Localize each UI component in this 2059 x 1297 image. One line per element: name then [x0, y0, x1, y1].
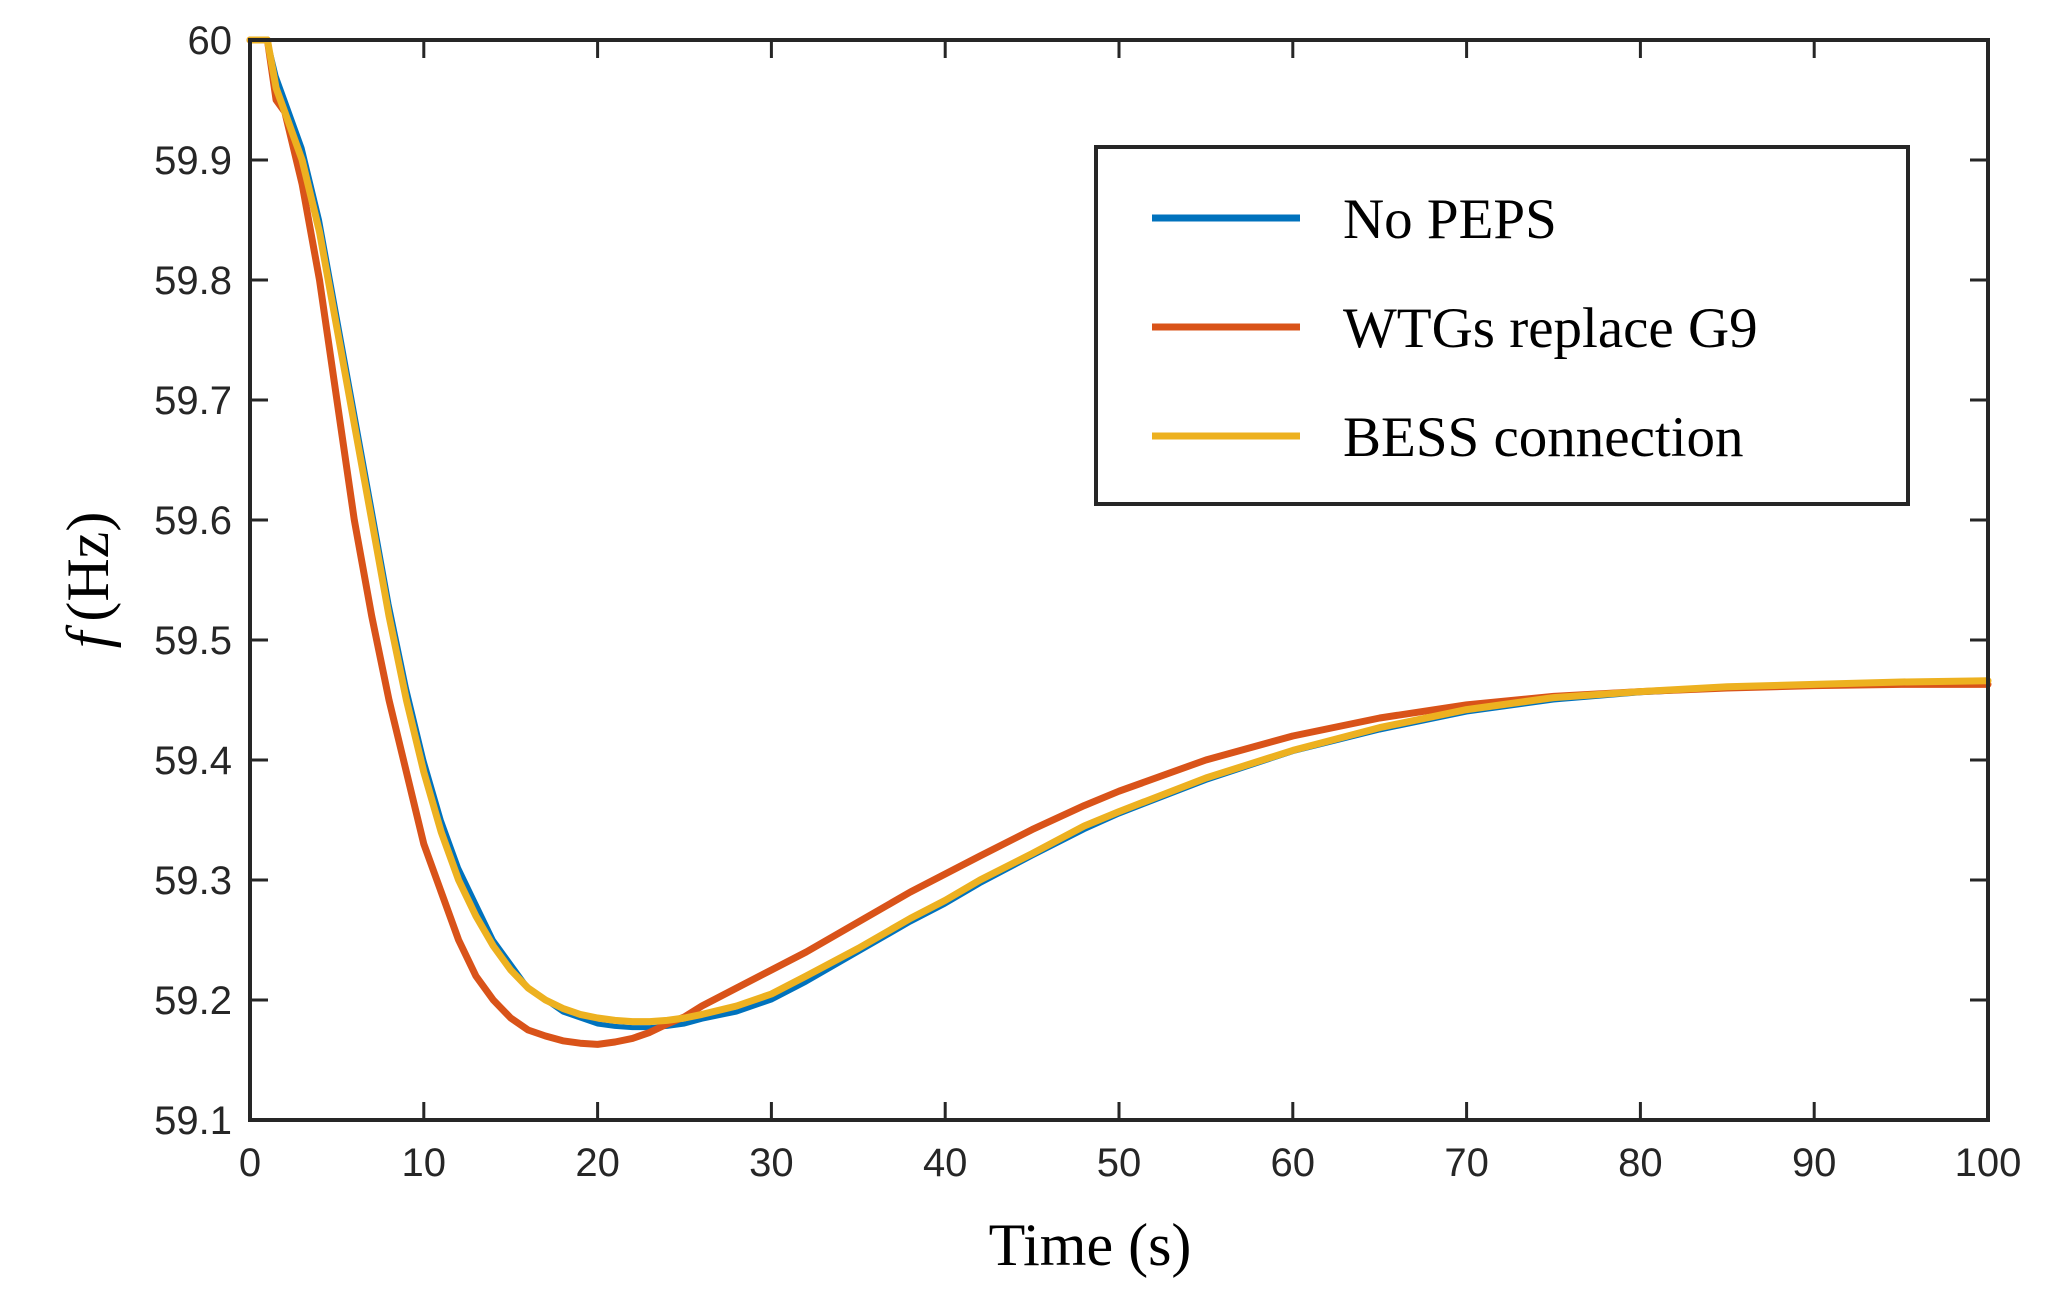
y-tick-label: 59.8	[154, 259, 232, 303]
y-tick-label: 59.6	[154, 499, 232, 543]
plot-frame	[248, 38, 1990, 1122]
x-tick-label: 70	[1444, 1141, 1489, 1185]
legend-label-wtgs-replace-g9: WTGs replace G9	[1343, 297, 1758, 360]
y-tick-label: 59.9	[154, 139, 232, 183]
series-line-wtgs-replace-g9	[246, 36, 1992, 1048]
y-tick-label: 59.7	[154, 379, 232, 423]
x-tick-label: 30	[749, 1141, 794, 1185]
x-tick-label: 40	[923, 1141, 968, 1185]
y-tick-label: 59.4	[154, 739, 232, 783]
y-tick-label: 59.2	[154, 979, 232, 1023]
legend: No PEPS WTGs replace G9 BESS connection	[1094, 145, 1910, 506]
y-tick-labels: 59.1 59.2 59.3 59.4 59.5 59.6 59.7 59.8 59.9 60	[154, 19, 232, 1143]
y-tick-label: 59.5	[154, 619, 232, 663]
x-tick-label: 0	[239, 1141, 261, 1185]
y-axis-unit: (Hz)	[55, 512, 121, 622]
x-tick-label: 50	[1097, 1141, 1142, 1185]
series-line-bess-connection	[246, 36, 1992, 1026]
x-tick-label: 60	[1271, 1141, 1316, 1185]
series-lines	[246, 36, 1992, 1048]
legend-label-no-peps: No PEPS	[1343, 188, 1557, 251]
x-tick-labels: 0 10 20 30 40 50 60 70 80 90 100	[239, 1141, 2022, 1185]
y-axis-title: f(Hz)	[55, 512, 121, 649]
x-tick-label: 100	[1955, 1141, 2022, 1185]
y-tick-label: 60	[188, 19, 233, 63]
x-axis-title: Time (s)	[989, 1212, 1192, 1278]
x-tick-label: 20	[575, 1141, 620, 1185]
x-tick-label: 80	[1618, 1141, 1663, 1185]
x-tick-label: 90	[1792, 1141, 1837, 1185]
legend-label-bess-connection: BESS connection	[1343, 406, 1744, 469]
y-tick-label: 59.3	[154, 859, 232, 903]
x-tick-label: 10	[402, 1141, 447, 1185]
y-tick-label: 59.1	[154, 1099, 232, 1143]
